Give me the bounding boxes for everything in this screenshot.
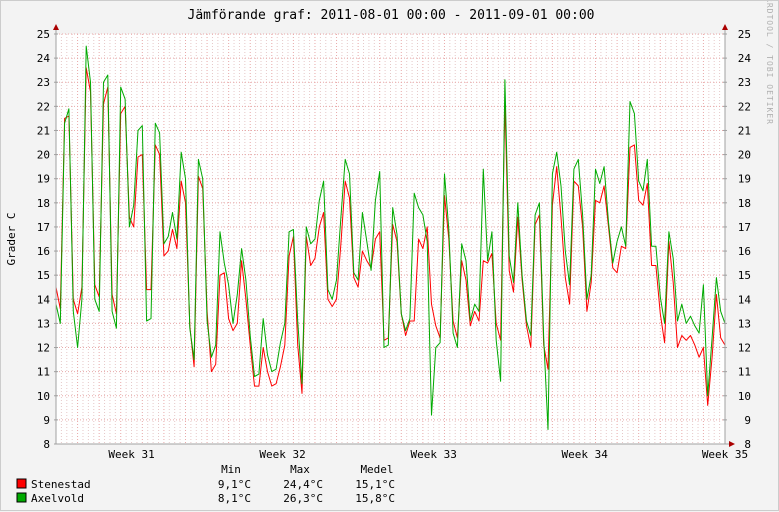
y-tick-label-left: 22 — [37, 100, 50, 113]
y-tick-label-left: 23 — [37, 76, 50, 89]
y-tick-label-right: 13 — [738, 317, 751, 330]
y-tick-label-left: 14 — [37, 293, 51, 306]
y-tick-labels-right: 8 9 10 11 12 13 14 15 16 17 18 19 20 21 22 23 24 25 — [738, 28, 752, 451]
legend-swatch-stenestad — [16, 478, 27, 489]
y-tick-label-right: 9 — [744, 414, 751, 427]
y-axis-arrow-right — [722, 24, 728, 30]
axes — [53, 24, 735, 447]
x-tick-label: Week 32 — [259, 448, 305, 461]
y-tick-label-left: 12 — [37, 342, 50, 355]
series-layer — [55, 45, 726, 430]
legend-max-axelvold: 26,3°C — [283, 492, 323, 505]
y-tick-label-left: 11 — [37, 366, 50, 379]
y-tick-label-left: 24 — [37, 52, 51, 65]
y-tick-label-right: 20 — [738, 149, 751, 162]
legend-name-axelvold: Axelvold — [31, 492, 84, 505]
legend-header-mean: Medel — [360, 463, 393, 476]
y-tick-label-right: 15 — [738, 269, 751, 282]
y-tick-label-right: 14 — [738, 293, 752, 306]
legend-min-axelvold: 8,1°C — [218, 492, 251, 505]
y-tick-label-right: 25 — [738, 28, 751, 41]
y-tick-label-left: 9 — [43, 414, 50, 427]
y-tick-label-left: 15 — [37, 269, 50, 282]
legend-mean-stenestad: 15,1°C — [355, 478, 395, 491]
legend-swatch-axelvold — [16, 492, 27, 503]
y-tick-label-left: 16 — [37, 245, 50, 258]
y-tick-label-right: 23 — [738, 76, 751, 89]
legend-header-min: Min — [221, 463, 241, 476]
y-tick-labels-left: 8 9 10 11 12 13 14 15 16 17 18 19 20 21 22 23 24 25 — [37, 28, 51, 451]
legend-header-max: Max — [290, 463, 310, 476]
y-tick-label-right: 24 — [738, 52, 752, 65]
x-tick-label: Week 34 — [562, 448, 609, 461]
legend: Min Max Medel Stenestad 9,1°C 24,4°C 15,… — [16, 463, 395, 505]
y-tick-label-right: 10 — [738, 390, 751, 403]
y-tick-label-left: 8 — [43, 438, 50, 451]
legend-max-stenestad: 24,4°C — [283, 478, 323, 491]
y-tick-label-right: 17 — [738, 221, 751, 234]
y-tick-label-right: 21 — [738, 124, 751, 137]
y-tick-label-right: 19 — [738, 173, 751, 186]
series-line-axelvold — [55, 45, 726, 430]
y-tick-label-right: 18 — [738, 197, 751, 210]
y-tick-label-right: 22 — [738, 100, 751, 113]
x-tick-labels: Week 31 Week 32 Week 33 Week 34 Week 35 — [108, 448, 748, 461]
y-tick-label-right: 11 — [738, 366, 751, 379]
y-tick-label-left: 13 — [37, 317, 50, 330]
y-tick-label-right: 8 — [744, 438, 751, 451]
legend-min-stenestad: 9,1°C — [218, 478, 251, 491]
y-tick-label-left: 20 — [37, 149, 50, 162]
legend-name-stenestad: Stenestad — [31, 478, 91, 491]
x-axis-arrow — [729, 441, 735, 447]
y-tick-label-left: 18 — [37, 197, 50, 210]
x-tick-label: Week 33 — [410, 448, 456, 461]
x-tick-label: Week 35 — [702, 448, 748, 461]
legend-mean-axelvold: 15,8°C — [355, 492, 395, 505]
y-axis-label: Grader C — [5, 213, 18, 266]
y-tick-label-right: 16 — [738, 245, 751, 258]
y-tick-label-left: 17 — [37, 221, 50, 234]
y-axis-arrow-left — [53, 24, 59, 30]
y-tick-label-left: 25 — [37, 28, 50, 41]
y-tick-label-left: 10 — [37, 390, 50, 403]
chart-title: Jämförande graf: 2011-08-01 00:00 - 2011… — [188, 8, 595, 23]
watermark: RRDTOOL / TOBI OETIKER — [765, 1, 774, 125]
x-tick-label: Week 31 — [108, 448, 154, 461]
y-tick-label-right: 12 — [738, 342, 751, 355]
y-tick-label-left: 19 — [37, 173, 50, 186]
y-tick-label-left: 21 — [37, 124, 50, 137]
